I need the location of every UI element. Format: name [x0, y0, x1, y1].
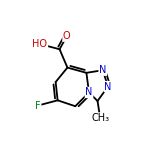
Text: HO: HO: [32, 39, 47, 49]
Text: N: N: [99, 65, 106, 75]
Text: O: O: [63, 31, 71, 41]
Text: CH₃: CH₃: [91, 113, 109, 123]
Text: F: F: [35, 101, 41, 111]
Text: N: N: [104, 82, 112, 92]
Text: N: N: [85, 87, 93, 97]
